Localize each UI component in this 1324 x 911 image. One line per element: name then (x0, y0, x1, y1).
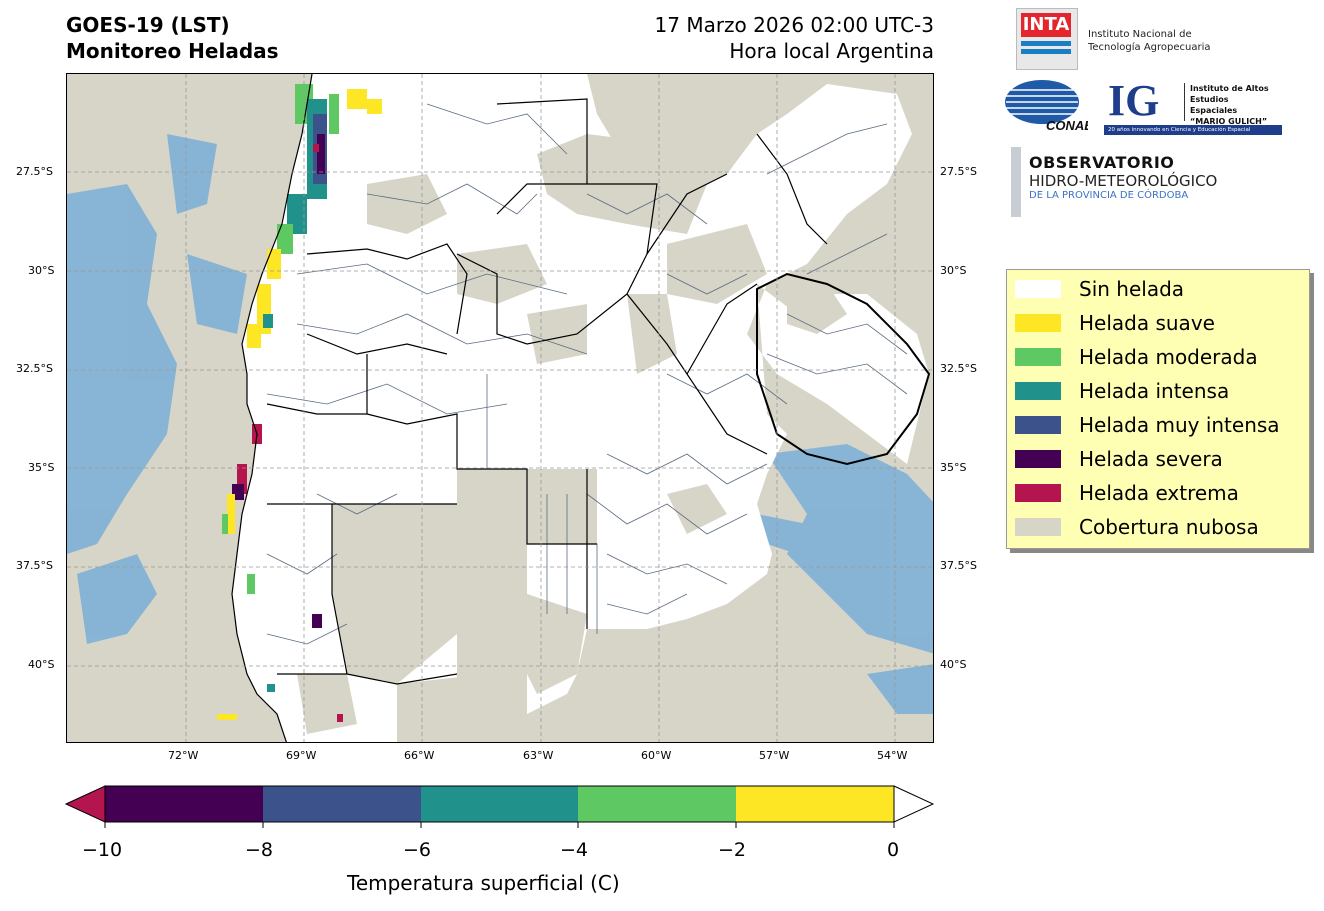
lat-label-right-2: 30°S (940, 264, 967, 277)
legend-item: Helada moderada (1015, 344, 1258, 370)
observatorio-bar (1011, 147, 1021, 217)
legend-label: Helada severa (1079, 447, 1223, 471)
lon-label-6: 57°W (759, 749, 790, 762)
lon-label-2: 69°W (286, 749, 317, 762)
lon-label-5: 60°W (641, 749, 672, 762)
legend: Sin helada Helada suave Helada moderada … (1006, 269, 1310, 549)
colorbar (64, 785, 935, 828)
lat-label-right-1: 27.5°S (940, 165, 977, 178)
lon-label-3: 66°W (404, 749, 435, 762)
legend-swatch (1015, 484, 1061, 502)
lat-label-left-1: 27.5°S (16, 165, 53, 178)
colorbar-segment-intensa (421, 786, 578, 822)
observatorio-line1: OBSERVATORIO (1029, 153, 1175, 172)
title-product: Monitoreo Heladas (66, 39, 279, 63)
conae-mark: CONAE (1046, 118, 1088, 133)
lat-label-left-6: 40°S (28, 658, 55, 671)
lat-label-left-3: 32.5°S (16, 362, 53, 375)
legend-label: Helada intensa (1079, 379, 1230, 403)
legend-label: Helada extrema (1079, 481, 1239, 505)
frost-pixels (217, 84, 382, 722)
colorbar-tick-4: −4 (560, 839, 589, 861)
title-satellite: GOES-19 (LST) (66, 13, 230, 37)
lat-label-right-4: 35°S (940, 461, 967, 474)
date-label: 17 Marzo 2026 02:00 UTC-3 (654, 13, 934, 37)
legend-label: Cobertura nubosa (1079, 515, 1259, 539)
ig-tagline: 20 años innovando en Ciencia y Educación… (1104, 125, 1282, 135)
observatorio-logo: OBSERVATORIO HIDRO-METEOROLÓGICO DE LA P… (1029, 153, 1217, 201)
legend-item: Helada muy intensa (1015, 412, 1280, 438)
ocean-pacific (67, 134, 247, 644)
ig-name-line3: “MARIO GULICH” (1190, 117, 1268, 126)
colorbar-segment-muy-intensa (263, 786, 421, 822)
inta-name-line2: Tecnología Agropecuaria (1088, 42, 1211, 53)
colorbar-over-arrow (893, 785, 935, 823)
colorbar-under-arrow (64, 785, 106, 823)
legend-swatch (1015, 518, 1061, 536)
ig-name: Instituto de Altos Estudios Espaciales “… (1190, 83, 1278, 127)
uruguay-border (756, 272, 931, 466)
lat-label-right-6: 40°S (940, 658, 967, 671)
lon-label-7: 54°W (877, 749, 908, 762)
observatorio-line3: DE LA PROVINCIA DE CÓRDOBA (1029, 190, 1189, 201)
timezone-label: Hora local Argentina (729, 39, 934, 63)
observatorio-line2: HIDRO-METEOROLÓGICO (1029, 172, 1218, 190)
legend-item: Cobertura nubosa (1015, 514, 1259, 540)
colorbar-segment-moderada (578, 786, 736, 822)
legend-swatch (1015, 348, 1061, 366)
lat-label-left-5: 37.5°S (16, 559, 53, 572)
inta-name: Instituto Nacional de Tecnología Agropec… (1088, 28, 1211, 54)
legend-item: Helada suave (1015, 310, 1215, 336)
colorbar-tick-6: 0 (887, 839, 900, 861)
ig-name-line2: Estudios Espaciales (1190, 95, 1238, 115)
ig-logo: IG Instituto de Altos Estudios Espaciale… (1104, 76, 1282, 135)
legend-label: Sin helada (1079, 277, 1185, 301)
legend-label: Helada moderada (1079, 345, 1258, 369)
legend-swatch (1015, 280, 1061, 298)
colorbar-tick-1: −10 (82, 839, 123, 861)
legend-item: Helada severa (1015, 446, 1223, 472)
legend-label: Helada suave (1079, 311, 1215, 335)
province-borders (266, 98, 828, 685)
lat-label-left-4: 35°S (28, 461, 55, 474)
legend-swatch (1015, 450, 1061, 468)
inta-mark: INTA (1021, 13, 1071, 37)
legend-swatch (1015, 382, 1061, 400)
colorbar-segment-severa (105, 786, 263, 822)
frost-map[interactable] (66, 73, 934, 743)
map-canvas (67, 74, 933, 742)
ig-name-line1: Instituto de Altos (1190, 84, 1269, 93)
cloud-cover (297, 134, 847, 742)
conae-logo: CONAE (1005, 80, 1088, 133)
country-border (231, 74, 313, 742)
legend-item: Helada intensa (1015, 378, 1229, 404)
legend-label: Helada muy intensa (1079, 413, 1280, 437)
legend-item: Sin helada (1015, 276, 1184, 302)
colorbar-tick-3: −6 (403, 839, 432, 861)
lon-label-1: 72°W (168, 749, 199, 762)
inta-name-line1: Instituto Nacional de (1088, 29, 1192, 40)
colorbar-tick-2: −8 (245, 839, 274, 861)
lat-label-right-3: 32.5°S (940, 362, 977, 375)
datetime-block: 17 Marzo 2026 02:00 UTC-3 Hora local Arg… (655, 12, 934, 64)
legend-swatch (1015, 416, 1061, 434)
legend-swatch (1015, 314, 1061, 332)
ig-mark: IG (1108, 76, 1160, 125)
lat-label-left-2: 30°S (28, 264, 55, 277)
inta-logo: INTA (1016, 8, 1078, 70)
gridlines (67, 74, 933, 742)
ocean-atlantic (757, 444, 933, 714)
lon-label-4: 63°W (523, 749, 554, 762)
colorbar-label: Temperatura superficial (C) (347, 871, 620, 895)
colorbar-segment-suave (736, 786, 894, 822)
colorbar-tick-5: −2 (718, 839, 747, 861)
title-block: GOES-19 (LST) Monitoreo Heladas (66, 12, 279, 64)
lat-label-right-5: 37.5°S (940, 559, 977, 572)
legend-item: Helada extrema (1015, 480, 1239, 506)
